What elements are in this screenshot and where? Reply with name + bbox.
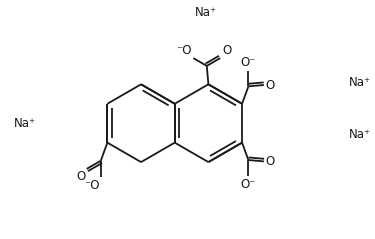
Text: Na⁺: Na⁺ bbox=[349, 76, 371, 89]
Text: ⁻O: ⁻O bbox=[84, 179, 100, 192]
Text: Na⁺: Na⁺ bbox=[195, 6, 217, 19]
Text: O: O bbox=[76, 170, 85, 183]
Text: O: O bbox=[222, 44, 231, 57]
Text: Na⁺: Na⁺ bbox=[13, 117, 36, 130]
Text: O: O bbox=[266, 155, 274, 168]
Text: O: O bbox=[266, 78, 274, 92]
Text: ⁻O: ⁻O bbox=[177, 44, 192, 57]
Text: O⁻: O⁻ bbox=[241, 178, 256, 191]
Text: Na⁺: Na⁺ bbox=[349, 128, 371, 141]
Text: O⁻: O⁻ bbox=[241, 56, 256, 69]
